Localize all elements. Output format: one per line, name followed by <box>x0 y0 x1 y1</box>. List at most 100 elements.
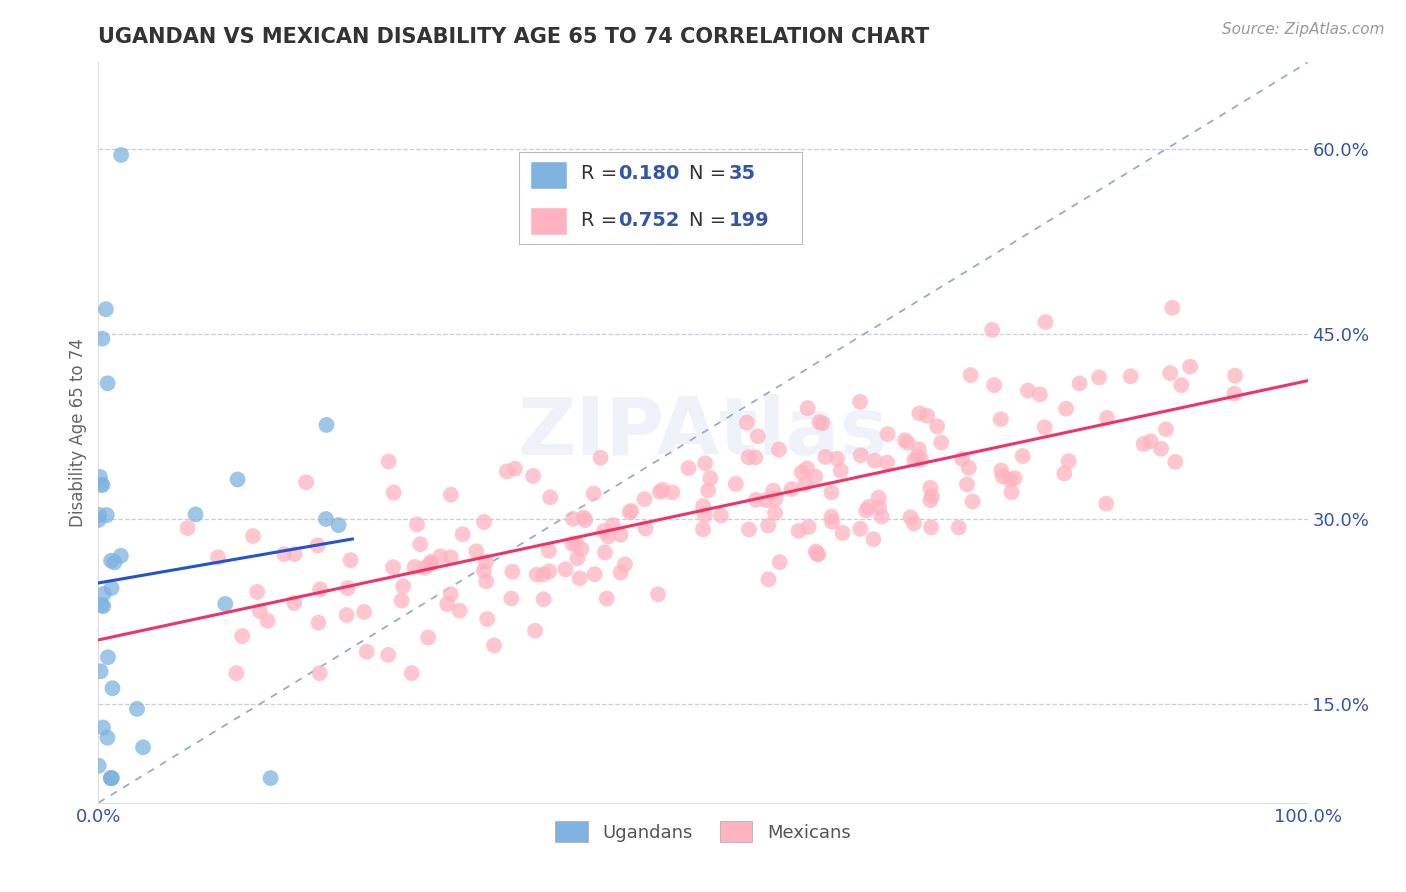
Point <box>377 454 399 468</box>
Point <box>796 461 818 475</box>
Point <box>533 592 555 607</box>
Point <box>568 571 591 585</box>
Point <box>226 473 249 487</box>
Point <box>907 442 929 457</box>
Point <box>787 524 810 538</box>
Point <box>1119 369 1142 384</box>
Point <box>184 508 207 522</box>
Point <box>920 481 942 495</box>
Point <box>620 504 643 518</box>
Point <box>377 648 399 662</box>
Point <box>737 450 759 465</box>
Point <box>1178 359 1201 374</box>
Point <box>531 567 554 582</box>
Text: ZIPAtlas: ZIPAtlas <box>517 393 889 472</box>
Point <box>100 581 122 595</box>
Point <box>538 491 561 505</box>
Point <box>571 541 593 556</box>
Point <box>382 560 405 574</box>
Point <box>998 473 1021 487</box>
Point <box>1132 437 1154 451</box>
Point <box>908 406 931 420</box>
Point <box>796 401 818 416</box>
Point <box>242 529 264 543</box>
Point <box>762 483 785 498</box>
Point <box>807 547 830 561</box>
Point <box>697 483 720 498</box>
Point <box>804 469 827 483</box>
Point <box>602 517 624 532</box>
Point <box>1223 386 1246 401</box>
Point <box>1150 442 1173 456</box>
Point <box>449 604 471 618</box>
Point <box>1159 366 1181 380</box>
Point <box>692 522 714 536</box>
Text: Source: ZipAtlas.com: Source: ZipAtlas.com <box>1222 22 1385 37</box>
Point <box>765 491 787 506</box>
Point <box>132 740 155 755</box>
Point <box>256 614 278 628</box>
Point <box>246 585 269 599</box>
Point <box>699 471 721 485</box>
Point <box>821 515 844 529</box>
Point <box>475 574 498 589</box>
Point <box>574 513 596 527</box>
Point <box>710 508 733 523</box>
Point <box>794 477 817 491</box>
Point <box>307 538 329 552</box>
Point <box>1161 301 1184 315</box>
Point <box>1035 315 1057 329</box>
Point <box>830 463 852 477</box>
Text: N =: N = <box>689 164 733 184</box>
Point <box>695 456 717 470</box>
Point <box>855 503 877 517</box>
Point <box>429 549 451 564</box>
Point <box>91 721 114 735</box>
Point <box>903 516 925 531</box>
Point <box>1069 376 1091 391</box>
Point <box>475 555 498 569</box>
Point <box>1033 420 1056 434</box>
Point <box>633 492 655 507</box>
Point <box>1004 471 1026 485</box>
Point <box>862 533 884 547</box>
Point <box>100 771 122 785</box>
Point <box>125 702 148 716</box>
Point <box>900 510 922 524</box>
Point <box>283 596 305 610</box>
Text: UGANDAN VS MEXICAN DISABILITY AGE 65 TO 74 CORRELATION CHART: UGANDAN VS MEXICAN DISABILITY AGE 65 TO … <box>98 27 929 47</box>
Point <box>920 520 942 534</box>
Point <box>981 323 1004 337</box>
Point <box>756 518 779 533</box>
Point <box>876 427 898 442</box>
Point <box>744 450 766 465</box>
Point <box>745 492 768 507</box>
Point <box>101 681 124 696</box>
Point <box>420 555 443 569</box>
Point <box>858 500 880 514</box>
Point <box>94 302 117 317</box>
Point <box>609 566 631 580</box>
Point <box>465 544 488 558</box>
Point <box>724 477 747 491</box>
Point <box>831 525 853 540</box>
Point <box>825 451 848 466</box>
Point <box>231 629 253 643</box>
Point <box>406 517 429 532</box>
Point <box>482 639 505 653</box>
Point <box>613 558 636 572</box>
Point <box>440 550 463 565</box>
Point <box>1057 454 1080 468</box>
Point <box>315 512 337 526</box>
Point <box>758 573 780 587</box>
Point <box>896 435 918 450</box>
Point <box>598 529 620 543</box>
Point <box>811 417 834 431</box>
Point <box>661 485 683 500</box>
Point <box>780 482 803 496</box>
Point <box>413 561 436 575</box>
Point <box>214 597 236 611</box>
Point <box>565 536 588 550</box>
Point <box>948 520 970 534</box>
Point <box>91 599 114 614</box>
